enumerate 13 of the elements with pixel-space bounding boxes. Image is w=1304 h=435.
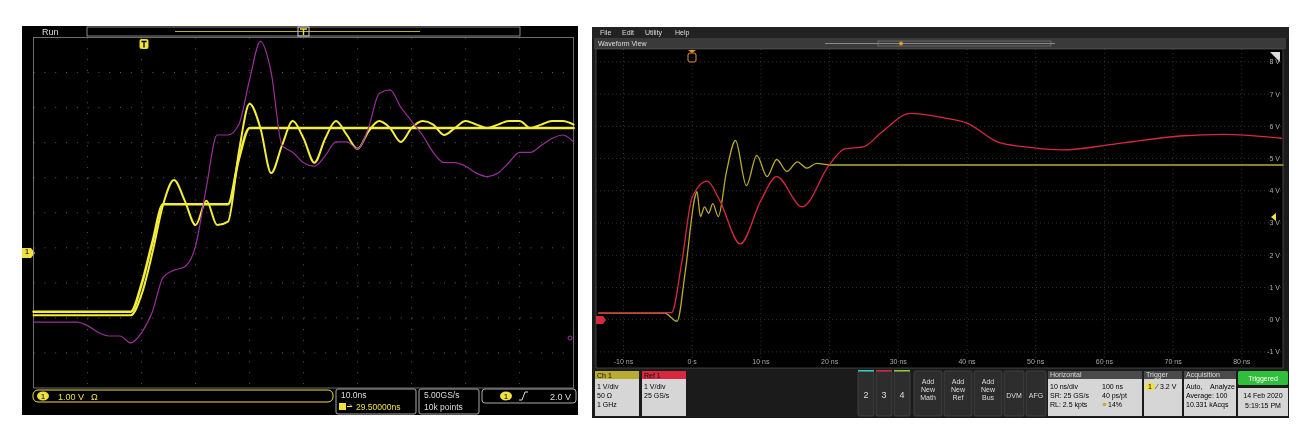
text: 1.00 V bbox=[58, 392, 85, 402]
text: 2.0 V bbox=[549, 392, 571, 402]
text: Run bbox=[42, 27, 59, 37]
text: 2 bbox=[863, 390, 869, 400]
text: 5.00GS/s bbox=[424, 390, 460, 400]
text: 4 bbox=[899, 390, 905, 400]
text: 1 bbox=[24, 247, 30, 256]
line-series bbox=[598, 112, 1283, 314]
text: 3 bbox=[881, 390, 887, 400]
text: 10.0ns bbox=[341, 390, 367, 400]
text: 10k points bbox=[424, 402, 463, 412]
text: Ω bbox=[91, 392, 98, 402]
text: 29.50000ns bbox=[356, 402, 401, 412]
